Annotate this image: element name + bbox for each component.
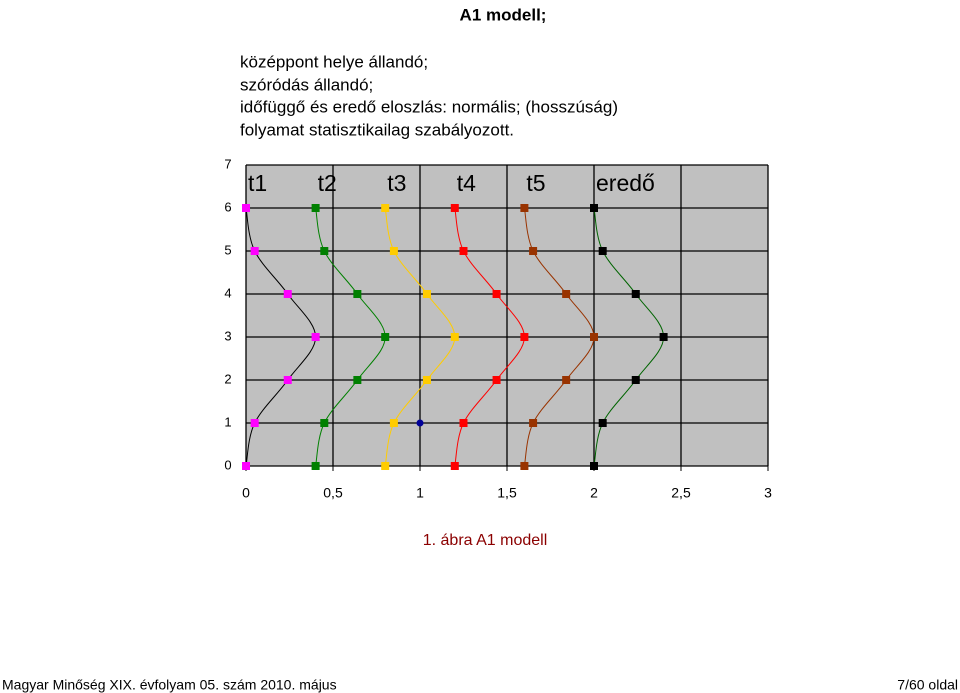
point — [283, 290, 292, 298]
point — [492, 376, 501, 384]
x-tick-label: 1,5 — [497, 485, 517, 501]
point — [381, 204, 390, 212]
caption: 1. ábra A1 modell — [423, 532, 548, 549]
point — [242, 462, 250, 470]
point — [283, 376, 292, 384]
point — [389, 419, 398, 427]
point — [320, 419, 329, 427]
point — [529, 419, 538, 427]
point — [492, 290, 501, 298]
point — [311, 204, 320, 212]
point — [353, 290, 362, 298]
point — [562, 376, 571, 384]
point — [631, 290, 640, 298]
point — [659, 333, 668, 341]
footer-left: Magyar Minőség XIX. évfolyam 05. szám 20… — [2, 677, 337, 693]
point — [320, 247, 329, 255]
point — [242, 204, 250, 212]
point — [450, 333, 459, 341]
series-label: eredő — [596, 170, 655, 196]
title: A1 modell; — [460, 5, 547, 24]
point — [416, 419, 424, 427]
point — [520, 333, 529, 341]
point — [590, 333, 598, 341]
x-tick-label: 0 — [242, 485, 250, 501]
series-label: t4 — [457, 170, 476, 196]
x-tick-label: 0,5 — [323, 485, 343, 501]
point — [520, 462, 529, 470]
y-tick-label: 1 — [224, 414, 231, 429]
y-tick-label: 4 — [224, 285, 231, 300]
point — [311, 333, 320, 341]
point — [250, 419, 259, 427]
point — [459, 247, 468, 255]
text-line: szóródás állandó; — [240, 75, 373, 94]
series-label: t5 — [526, 170, 545, 196]
point — [562, 290, 571, 298]
point — [450, 204, 459, 212]
y-tick-label: 2 — [224, 371, 231, 386]
y-tick-label: 6 — [224, 199, 231, 214]
point — [450, 462, 459, 470]
point — [590, 462, 598, 470]
text-line: folyamat statisztikailag szabályozott. — [240, 120, 514, 139]
point — [250, 247, 259, 255]
text-line: időfüggő és eredő eloszlás: normális; (h… — [240, 97, 618, 116]
y-tick-label: 0 — [224, 457, 231, 472]
point — [311, 462, 320, 470]
y-tick-label: 3 — [224, 328, 231, 343]
point — [598, 247, 607, 255]
x-tick-label: 2 — [590, 485, 598, 501]
point — [520, 204, 529, 212]
point — [631, 376, 640, 384]
y-tick-label: 5 — [224, 242, 231, 257]
point — [459, 419, 468, 427]
series-label: t1 — [248, 170, 267, 196]
x-tick-label: 2,5 — [671, 485, 691, 501]
point — [529, 247, 538, 255]
series-label: t2 — [318, 170, 337, 196]
point — [598, 419, 607, 427]
point — [353, 376, 362, 384]
point — [422, 376, 431, 384]
point — [389, 247, 398, 255]
series-label: t3 — [387, 170, 406, 196]
point — [381, 333, 390, 341]
point — [381, 462, 390, 470]
point — [422, 290, 431, 298]
x-tick-label: 3 — [764, 485, 772, 501]
y-tick-label: 7 — [224, 156, 231, 171]
x-tick-label: 1 — [416, 485, 424, 501]
point — [590, 204, 598, 212]
text-line: középpont helye állandó; — [240, 52, 428, 71]
footer-right: 7/60 oldal — [897, 677, 958, 693]
